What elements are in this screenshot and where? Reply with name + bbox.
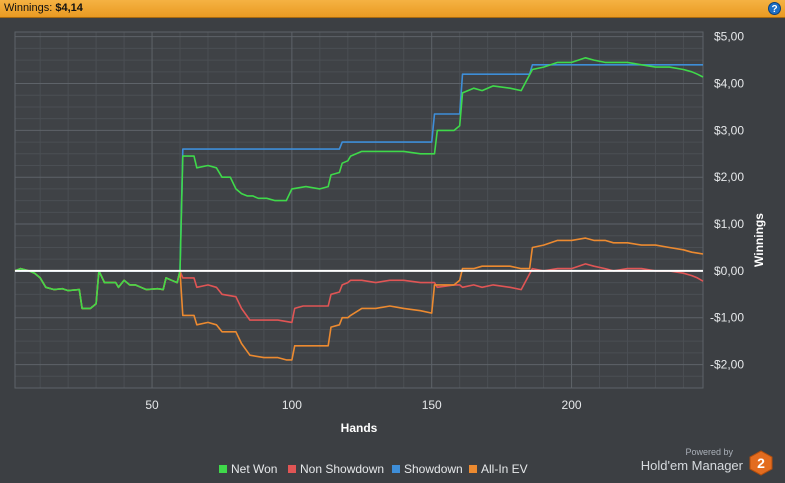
legend-swatch-all-in-ev[interactable] [469,465,477,473]
x-tick-label: 200 [562,398,582,412]
legend-swatch-showdown[interactable] [392,465,400,473]
y-tick-label: $2,00 [714,170,744,184]
chart-series [14,57,704,361]
winnings-label: Winnings: [4,2,53,14]
y-tick-label: $3,00 [714,123,744,137]
x-tick-label: 100 [282,398,302,412]
x-tick-label: 150 [422,398,442,412]
plot-area [15,32,703,388]
help-icon[interactable]: ? [768,2,781,15]
y-axis-title: Winnings [752,213,766,267]
winnings-value: $4,14 [55,2,83,14]
y-tick-label: $4,00 [714,77,744,91]
hm2-badge-icon: 2 [749,450,773,476]
product-name: Hold'em Manager [640,458,743,473]
y-tick-label: -$2,00 [710,358,744,372]
holdem-manager-logo: Powered by Hold'em Manager 2 [633,447,773,477]
legend-label-showdown[interactable]: Showdown [404,462,463,476]
series-line-net-won [14,57,704,310]
x-axis-title: Hands [341,421,378,435]
y-tick-label: $5,00 [714,30,744,44]
legend-label-non-showdown[interactable]: Non Showdown [300,462,384,476]
chart-legend[interactable]: Net Won Non Showdown Showdown All-In EV [219,462,528,476]
powered-by-text: Powered by [685,447,733,457]
legend-swatch-non-showdown[interactable] [288,465,296,473]
y-tick-label: -$1,00 [710,311,744,325]
chart-axes: $5,00 $4,00 $3,00 $2,00 $1,00 $0,00 -$1,00 -$2,… [145,30,766,435]
x-tick-label: 50 [145,398,159,412]
plot-border [14,31,704,389]
y-tick-label: $1,00 [714,217,744,231]
winnings-header-bar: Winnings: $4,14 ? [0,0,785,18]
legend-label-all-in-ev[interactable]: All-In EV [481,462,528,476]
legend-swatch-net-won[interactable] [219,465,227,473]
badge-number: 2 [757,455,765,471]
winnings-summary: Winnings: $4,14 [4,2,83,14]
y-tick-label: $0,00 [714,264,744,278]
chart-grid [14,31,704,389]
legend-label-net-won[interactable]: Net Won [231,462,277,476]
